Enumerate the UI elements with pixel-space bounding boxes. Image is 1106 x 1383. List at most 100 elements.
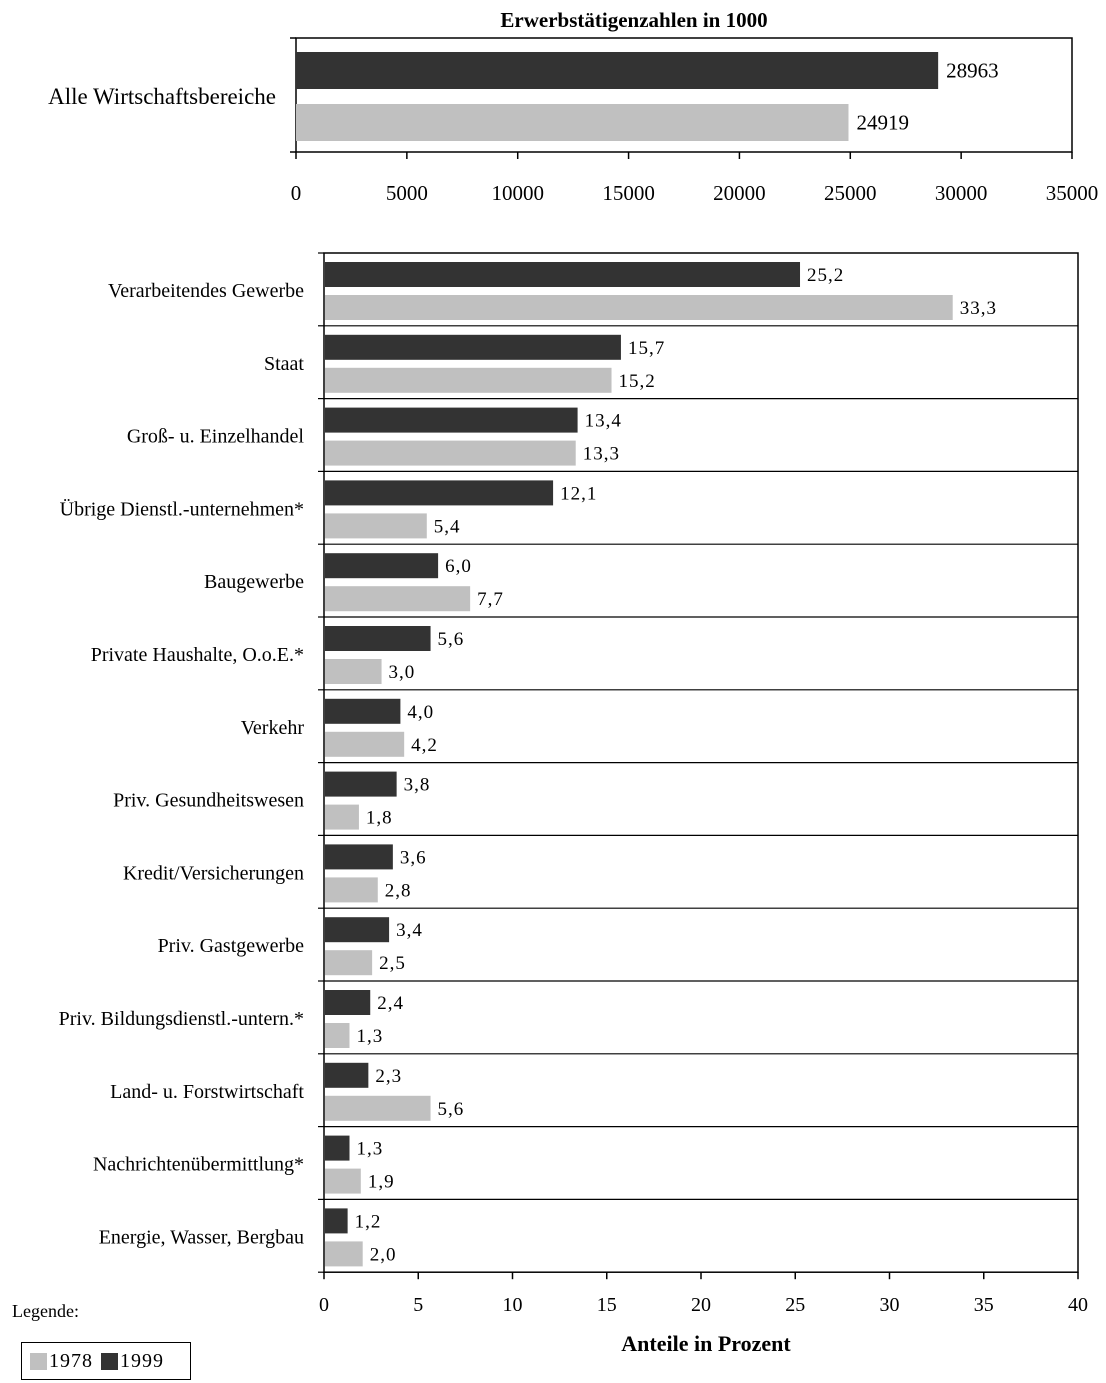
bar-ubrige-dienstl-unternehmen-1978 (325, 513, 427, 539)
x-tick-label: 0 (319, 1294, 329, 1316)
category-label-baugewerbe: Baugewerbe (204, 571, 304, 593)
legend-item-1999: 1999 (101, 1350, 164, 1373)
bar-priv-gastgewerbe-1999 (325, 917, 390, 943)
category-label-nachrichtenubermittlung: Nachrichtenübermittlung* (93, 1154, 304, 1176)
x-tick-label: 5000 (386, 181, 428, 205)
bar-energie-wasser-bergbau-1978 (325, 1241, 363, 1267)
x-tick-label: 35 (974, 1294, 994, 1316)
data-label-kredit-versicherungen-1978: 2,8 (385, 880, 412, 901)
x-tick-label: 40 (1068, 1294, 1088, 1316)
category-label-priv-gastgewerbe: Priv. Gastgewerbe (158, 935, 305, 957)
bar-baugewerbe-1999 (325, 553, 439, 579)
category-label-priv-bildungsdienstl-untern: Priv. Bildungsdienstl.-untern.* (59, 1008, 304, 1030)
bar-kredit-versicherungen-1978 (325, 877, 378, 903)
bar-priv-gesundheitswesen-1999 (325, 771, 397, 797)
legend-label-1999: 1999 (120, 1349, 164, 1372)
x-tick-label: 25000 (824, 181, 877, 205)
data-label-private-haushalte-o-o-e-1978: 3,0 (389, 662, 416, 683)
bar-gross-u-einzelhandel-1978 (325, 440, 576, 466)
bar-priv-bildungsdienstl-untern-1999 (325, 990, 371, 1015)
data-label-verkehr-1978: 4,2 (411, 735, 438, 756)
category-label-verarbeitendes-gewerbe: Verarbeitendes Gewerbe (108, 280, 304, 302)
data-label-priv-gesundheitswesen-1999: 3,8 (404, 775, 431, 796)
data-label-energie-wasser-bergbau-1999: 1,2 (355, 1211, 382, 1232)
legend-title: Legende: (12, 1301, 79, 1321)
data-label-kredit-versicherungen-1999: 3,6 (400, 847, 427, 868)
data-label-verarbeitendes-gewerbe-1978: 33,3 (960, 298, 997, 319)
x-tick-label: 35000 (1046, 181, 1099, 205)
chart-title: Erwerbstätigenzahlen in 1000 (500, 8, 767, 32)
category-label-energie-wasser-bergbau: Energie, Wasser, Bergbau (99, 1226, 304, 1248)
data-label-priv-gastgewerbe-1978: 2,5 (379, 953, 406, 974)
bar-staat-1978 (325, 367, 612, 393)
bar-total-1999 (296, 52, 939, 89)
bar-kredit-versicherungen-1999 (325, 844, 393, 870)
bar-verkehr-1978 (325, 731, 405, 757)
data-label-ubrige-dienstl-unternehmen-1999: 12,1 (560, 483, 597, 504)
data-label-priv-bildungsdienstl-untern-1978: 1,3 (357, 1026, 384, 1047)
bar-total-1978 (296, 104, 849, 141)
bar-priv-bildungsdienstl-untern-1978 (325, 1023, 350, 1048)
x-tick-label: 5 (413, 1294, 423, 1316)
bar-priv-gesundheitswesen-1978 (325, 804, 359, 830)
data-label-nachrichtenubermittlung-1978: 1,9 (368, 1172, 395, 1193)
category-label-staat: Staat (264, 353, 304, 375)
legend-item-1978: 1978 (30, 1350, 93, 1373)
bar-land-u-forstwirtschaft-1978 (325, 1095, 431, 1121)
bar-priv-gastgewerbe-1978 (325, 950, 373, 976)
legend: 1978 1999 (21, 1342, 191, 1380)
data-label-energie-wasser-bergbau-1978: 2,0 (370, 1244, 397, 1265)
x-tick-label: 30 (880, 1294, 900, 1316)
data-label-priv-gastgewerbe-1999: 3,4 (396, 920, 423, 941)
x-tick-label: 30000 (935, 181, 988, 205)
data-label-total-1978: 24919 (856, 111, 909, 135)
category-label-ubrige-dienstl-unternehmen: Übrige Dienstl.-unternehmen* (60, 497, 304, 520)
x-tick-label: 20000 (713, 181, 766, 205)
bar-private-haushalte-o-o-e-1978 (325, 659, 382, 684)
sector-share-chart: Verarbeitendes Gewerbe 25,2 33,3 Staat 15,7 1… (59, 252, 1088, 1356)
bar-land-u-forstwirtschaft-1999 (325, 1062, 369, 1088)
category-label-private-haushalte-o-o-e: Private Haushalte, O.o.E.* (91, 644, 304, 666)
data-label-priv-gesundheitswesen-1978: 1,8 (366, 808, 393, 829)
bar-gross-u-einzelhandel-1999 (325, 407, 578, 433)
legend-label-1978: 1978 (49, 1349, 93, 1372)
x-tick-label: 15000 (602, 181, 655, 205)
bar-private-haushalte-o-o-e-1999 (325, 626, 431, 651)
bar-nachrichtenubermittlung-1999 (325, 1135, 350, 1161)
bar-ubrige-dienstl-unternehmen-1999 (325, 480, 554, 506)
bar-verarbeitendes-gewerbe-1978 (325, 295, 953, 320)
x-tick-label: 15 (597, 1294, 617, 1316)
data-label-priv-bildungsdienstl-untern-1999: 2,4 (377, 993, 404, 1014)
bar-verarbeitendes-gewerbe-1999 (325, 262, 801, 287)
legend-swatch-1978 (30, 1352, 47, 1370)
data-label-baugewerbe-1999: 6,0 (445, 556, 472, 577)
category-label: Alle Wirtschaftsbereiche (48, 84, 276, 109)
total-employment-chart: Erwerbstätigenzahlen in 1000 28963 24919 Al… (48, 8, 1098, 205)
x-axis-title: Anteile in Prozent (621, 1331, 791, 1356)
data-label-private-haushalte-o-o-e-1999: 5,6 (438, 629, 465, 650)
bar-nachrichtenubermittlung-1978 (325, 1168, 361, 1194)
data-label-gross-u-einzelhandel-1978: 13,3 (583, 444, 620, 465)
data-label-verarbeitendes-gewerbe-1999: 25,2 (807, 265, 844, 286)
x-tick-label: 20 (691, 1294, 711, 1316)
data-label-staat-1978: 15,2 (619, 371, 656, 392)
category-label-priv-gesundheitswesen: Priv. Gesundheitswesen (113, 790, 304, 812)
data-label-verkehr-1999: 4,0 (407, 702, 434, 723)
data-label-baugewerbe-1978: 7,7 (477, 589, 504, 610)
data-label-ubrige-dienstl-unternehmen-1978: 5,4 (434, 516, 461, 537)
category-label-land-u-forstwirtschaft: Land- u. Forstwirtschaft (110, 1081, 304, 1103)
data-label-total-1999: 28963 (946, 59, 999, 83)
category-label-kredit-versicherungen: Kredit/Versicherungen (123, 862, 304, 884)
data-label-land-u-forstwirtschaft-1978: 5,6 (438, 1099, 465, 1120)
x-tick-label: 10 (503, 1294, 523, 1316)
x-tick-label: 0 (291, 181, 302, 205)
legend-swatch-1999 (101, 1352, 118, 1370)
category-label-gross-u-einzelhandel: Groß- u. Einzelhandel (127, 426, 305, 448)
bar-staat-1999 (325, 334, 621, 360)
data-label-land-u-forstwirtschaft-1999: 2,3 (375, 1066, 402, 1087)
bar-baugewerbe-1978 (325, 586, 471, 612)
data-label-nachrichtenubermittlung-1999: 1,3 (357, 1139, 384, 1160)
bar-verkehr-1999 (325, 698, 401, 724)
category-label-verkehr: Verkehr (241, 717, 305, 739)
